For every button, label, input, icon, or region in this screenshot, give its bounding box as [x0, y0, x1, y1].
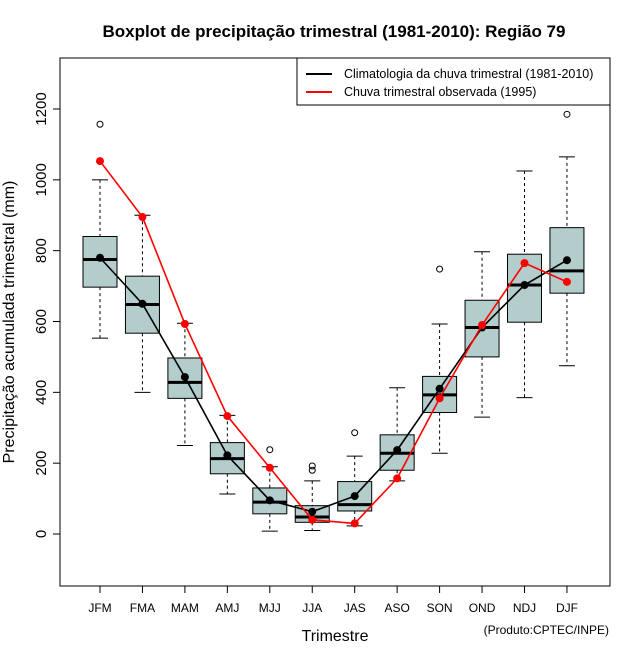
- observed-point-DJF: [562, 277, 571, 286]
- climatology-point-DJF: [562, 256, 571, 265]
- climatology-point-NDJ: [520, 281, 529, 290]
- observed-point-ASO: [393, 474, 402, 483]
- observed-point-MAM: [180, 319, 189, 328]
- observed-point-JAS: [350, 519, 359, 528]
- box-iqr: [167, 357, 203, 399]
- x-tick-label: OND: [469, 601, 496, 615]
- observed-point-OND: [478, 321, 487, 330]
- climatology-point-FMA: [138, 299, 147, 308]
- observed-point-NDJ: [520, 259, 529, 268]
- x-tick-label: NDJ: [513, 601, 536, 615]
- x-tick-label: MAM: [171, 601, 199, 615]
- climatology-point-MAM: [180, 373, 189, 382]
- climatology-point-JAS: [350, 492, 359, 501]
- x-tick-label: JAS: [344, 601, 366, 615]
- footnote: (Produto:CPTEC/INPE): [484, 623, 609, 637]
- observed-point-SON: [435, 394, 444, 403]
- climatology-line: [99, 257, 568, 513]
- x-tick-label: MJJ: [259, 601, 281, 615]
- climatology-point-JFM: [96, 253, 104, 262]
- climatology-point-SON: [435, 384, 444, 393]
- observed-point-MJJ: [265, 463, 274, 472]
- box-SON: [422, 265, 458, 454]
- chart-title: Boxplot de precipitação trimestral (1981…: [103, 22, 566, 41]
- x-tick-label: DJF: [556, 601, 578, 615]
- climatology-point-JJA: [308, 507, 317, 516]
- observed-point-JFM: [96, 157, 104, 166]
- observed-line: [99, 160, 568, 525]
- observed-point-JJA: [308, 515, 317, 524]
- box-MAM: [167, 322, 203, 446]
- climatology-point-MJJ: [265, 496, 274, 505]
- y-tick-label: 0: [33, 530, 50, 538]
- outlier-point: [436, 265, 444, 273]
- box-JFM: [82, 120, 118, 339]
- x-tick-label: JJA: [302, 601, 322, 615]
- x-tick-label: JFM: [88, 601, 111, 615]
- climatology-point-AMJ: [223, 451, 232, 460]
- y-tick-label: 800: [33, 238, 50, 263]
- outlier-point: [351, 429, 359, 437]
- x-tick-label: ASO: [384, 601, 409, 615]
- legend: Climatologia da chuva trimestral (1981-2…: [296, 57, 611, 106]
- x-tick-label: SON: [427, 601, 453, 615]
- box-DJF: [549, 110, 585, 367]
- legend-label-climatology: Climatologia da chuva trimestral (1981-2…: [344, 67, 593, 81]
- observed-point-FMA: [138, 213, 147, 222]
- x-tick-label: FMA: [130, 601, 155, 615]
- box-iqr: [82, 236, 118, 288]
- observed-point-AMJ: [223, 412, 232, 421]
- climatology-point-ASO: [393, 446, 402, 455]
- series-layer: [96, 157, 571, 528]
- y-tick-label: 600: [33, 309, 50, 334]
- y-tick-label: 200: [33, 451, 50, 476]
- outlier-point: [96, 120, 104, 128]
- boxes-layer: [82, 110, 585, 532]
- outlier-point: [563, 110, 571, 118]
- y-tick-label: 400: [33, 380, 50, 405]
- y-tick-label: 1200: [33, 92, 50, 125]
- outlier-point: [308, 466, 316, 474]
- x-tick-label: AMJ: [215, 601, 239, 615]
- box-OND: [464, 251, 500, 418]
- y-axis: 0 200 400 600 800 1000 1200: [33, 92, 61, 538]
- outlier-point: [266, 446, 274, 454]
- y-axis-label: Precipitação acumulada trimestral (mm): [1, 181, 18, 464]
- outlier-point: [308, 462, 316, 470]
- legend-box: [296, 57, 611, 106]
- box-MJJ: [252, 446, 288, 532]
- box-ASO: [379, 387, 415, 482]
- x-axis-label: Trimestre: [302, 628, 369, 645]
- legend-label-observed: Chuva trimestral observada (1995): [344, 85, 536, 99]
- y-tick-label: 1000: [33, 163, 50, 196]
- x-axis: JFM FMA MAM AMJ MJJ JJA JAS ASO SON OND NDJ DJF: [88, 585, 578, 615]
